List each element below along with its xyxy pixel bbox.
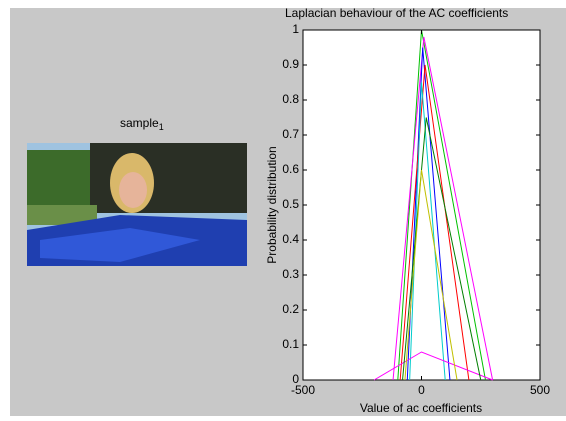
x-axis-label: Value of ac coefficients: [360, 401, 482, 415]
y-tick-label: 0.9: [282, 57, 299, 71]
data-line: [373, 351, 493, 381]
y-tick-label: 0.7: [282, 127, 299, 141]
data-line: [392, 36, 494, 381]
y-axis-label: Probability distribution: [265, 146, 279, 263]
x-tick-label: -500: [291, 383, 315, 397]
y-tick-label: 0.5: [282, 197, 299, 211]
y-tick-label: 0.8: [282, 92, 299, 106]
image-title: sample1: [120, 116, 164, 132]
data-line: [402, 117, 482, 381]
data-line: [399, 64, 470, 381]
y-tick-label: 0.2: [282, 302, 299, 316]
image-title-subscript: 1: [159, 122, 164, 132]
image-title-text: sample: [120, 116, 159, 130]
x-tick-label: 0: [418, 383, 425, 397]
photo: [27, 143, 247, 266]
y-tick-label: 0.6: [282, 162, 299, 176]
y-tick-label: 0: [292, 372, 299, 386]
y-tick-label: 0.4: [282, 232, 299, 246]
y-tick-label: 0.1: [282, 337, 299, 351]
chart-title: Laplacian behaviour of the AC coefficien…: [285, 6, 508, 20]
y-tick-label: 0.3: [282, 267, 299, 281]
data-line: [404, 169, 458, 381]
data-line: [409, 82, 446, 381]
x-tick-label: 500: [530, 383, 550, 397]
y-tick-label: 1: [292, 22, 299, 36]
